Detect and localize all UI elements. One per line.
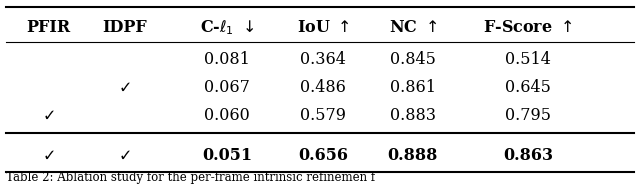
Text: $\checkmark$: $\checkmark$ — [42, 147, 54, 164]
Text: Table 2: Ablation study for the per-frame intrinsic refinemen f: Table 2: Ablation study for the per-fram… — [6, 171, 376, 184]
Text: 0.656: 0.656 — [298, 147, 348, 164]
Text: NC $\uparrow$: NC $\uparrow$ — [388, 19, 437, 36]
Text: 0.051: 0.051 — [202, 147, 252, 164]
Text: 0.486: 0.486 — [300, 79, 346, 96]
Text: 0.795: 0.795 — [505, 107, 551, 124]
Text: F-Score $\uparrow$: F-Score $\uparrow$ — [483, 19, 573, 36]
Text: 0.514: 0.514 — [505, 51, 551, 68]
Text: 0.863: 0.863 — [503, 147, 553, 164]
Text: $\checkmark$: $\checkmark$ — [118, 147, 131, 164]
Text: 0.081: 0.081 — [204, 51, 250, 68]
Text: PFIR: PFIR — [26, 19, 70, 36]
Text: IoU $\uparrow$: IoU $\uparrow$ — [297, 19, 349, 36]
Text: IDPF: IDPF — [102, 19, 147, 36]
Text: 0.861: 0.861 — [390, 79, 436, 96]
Text: 0.645: 0.645 — [505, 79, 551, 96]
Text: 0.067: 0.067 — [204, 79, 250, 96]
Text: 0.060: 0.060 — [204, 107, 250, 124]
Text: 0.883: 0.883 — [390, 107, 436, 124]
Text: 0.845: 0.845 — [390, 51, 436, 68]
Text: C-$\ell_1$ $\downarrow$: C-$\ell_1$ $\downarrow$ — [200, 18, 254, 37]
Text: 0.579: 0.579 — [300, 107, 346, 124]
Text: $\checkmark$: $\checkmark$ — [118, 79, 131, 96]
Text: 0.364: 0.364 — [300, 51, 346, 68]
Text: 0.888: 0.888 — [388, 147, 438, 164]
Text: $\checkmark$: $\checkmark$ — [42, 107, 54, 124]
